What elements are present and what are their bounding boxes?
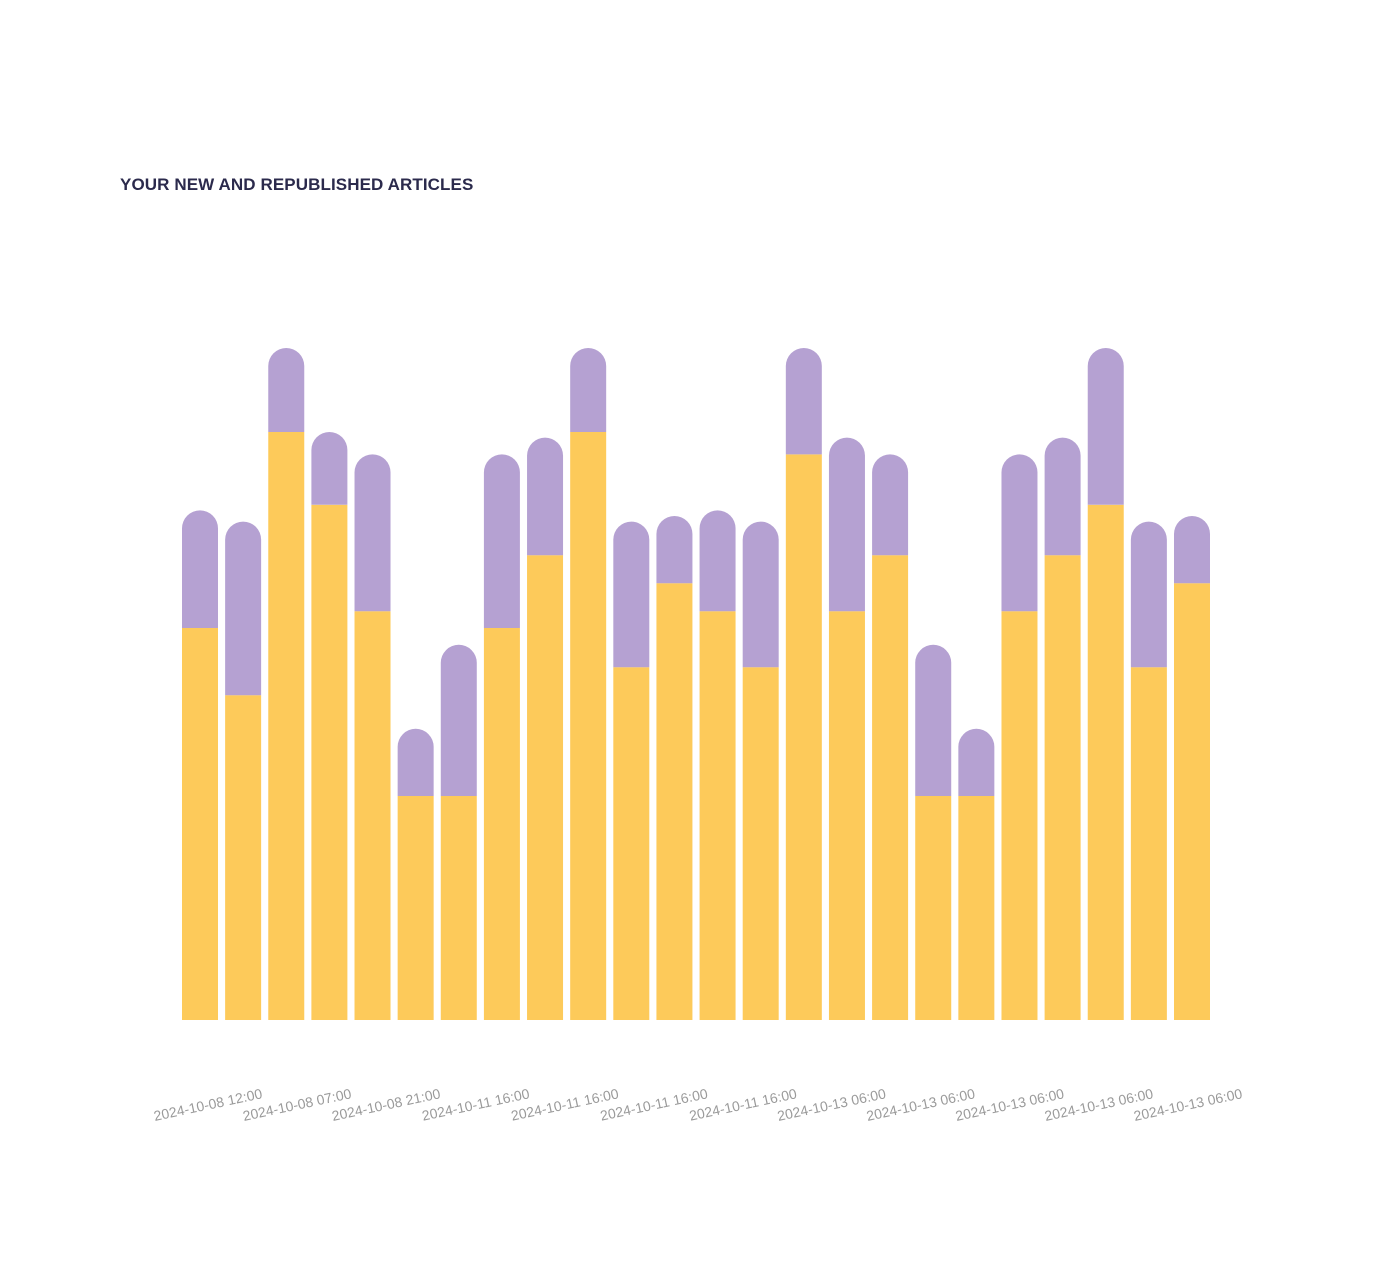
bar-group <box>483 454 520 1020</box>
bar-group <box>268 348 305 1020</box>
bar-segment-base <box>828 611 865 1020</box>
bar-segment-top <box>570 348 607 432</box>
bar-segment-top <box>1087 348 1124 505</box>
bar-group <box>1130 521 1167 1020</box>
bar-group <box>397 728 434 1020</box>
bar-group <box>225 521 262 1020</box>
bar-segment-base <box>785 454 822 1020</box>
bar-segment-top <box>828 437 865 612</box>
bar-segment-top <box>225 521 262 696</box>
bar-segment-base <box>311 504 348 1020</box>
bar-segment-top <box>785 348 822 455</box>
bar-group <box>1044 437 1081 1020</box>
bar-segment-top <box>1044 437 1081 556</box>
bar-segment-top <box>440 644 477 796</box>
bar-segment-base <box>182 628 218 1020</box>
bar-group <box>1174 516 1210 1020</box>
bar-segment-top <box>397 728 434 796</box>
bar-segment-top <box>527 437 564 556</box>
bar-segment-top <box>656 516 693 584</box>
bar-group <box>785 348 822 1020</box>
bars-layer <box>182 348 1210 1020</box>
bar-segment-base <box>1174 583 1210 1020</box>
bar-group <box>440 644 477 1020</box>
bar-group <box>182 510 218 1020</box>
bar-group <box>311 432 348 1020</box>
bar-group <box>527 437 564 1020</box>
bar-segment-top <box>613 521 650 668</box>
chart-title: YOUR NEW AND REPUBLISHED ARTICLES <box>120 175 474 194</box>
bar-group <box>570 348 607 1020</box>
bar-segment-top <box>742 521 779 668</box>
bar-segment-base <box>483 628 520 1020</box>
bar-segment-base <box>915 796 952 1020</box>
bar-segment-base <box>440 796 477 1020</box>
bar-segment-base <box>570 432 607 1020</box>
bar-segment-top <box>1130 521 1167 668</box>
bar-segment-base <box>1130 667 1167 1020</box>
bar-group <box>742 521 779 1020</box>
bar-segment-top <box>483 454 520 628</box>
bar-group <box>1001 454 1038 1020</box>
bar-group <box>613 521 650 1020</box>
bar-segment-base <box>268 432 305 1020</box>
bar-segment-base <box>613 667 650 1020</box>
bar-group <box>699 510 736 1020</box>
bar-segment-base <box>527 555 564 1020</box>
bar-segment-top <box>311 432 348 505</box>
bar-segment-top <box>699 510 736 612</box>
bar-group <box>872 454 909 1020</box>
bar-group <box>656 516 693 1020</box>
bar-segment-top <box>872 454 909 556</box>
bar-segment-base <box>225 695 262 1020</box>
bar-segment-base <box>742 667 779 1020</box>
bar-segment-base <box>872 555 909 1020</box>
bar-segment-top <box>1174 516 1210 584</box>
bar-segment-base <box>699 611 736 1020</box>
bar-group <box>958 728 995 1020</box>
bar-segment-base <box>397 796 434 1020</box>
bar-group <box>354 454 391 1020</box>
bar-segment-top <box>354 454 391 612</box>
bar-group <box>828 437 865 1020</box>
bar-group <box>1087 348 1124 1020</box>
bar-segment-top <box>1001 454 1038 612</box>
bar-segment-top <box>182 510 218 628</box>
bar-segment-base <box>656 583 693 1020</box>
bar-segment-top <box>915 644 952 796</box>
bar-segment-top <box>268 348 305 432</box>
bar-segment-base <box>1001 611 1038 1020</box>
bar-segment-top <box>958 728 995 796</box>
bar-segment-base <box>1087 504 1124 1020</box>
bar-group <box>915 644 952 1020</box>
bar-segment-base <box>958 796 995 1020</box>
bar-segment-base <box>354 611 391 1020</box>
bar-segment-base <box>1044 555 1081 1020</box>
